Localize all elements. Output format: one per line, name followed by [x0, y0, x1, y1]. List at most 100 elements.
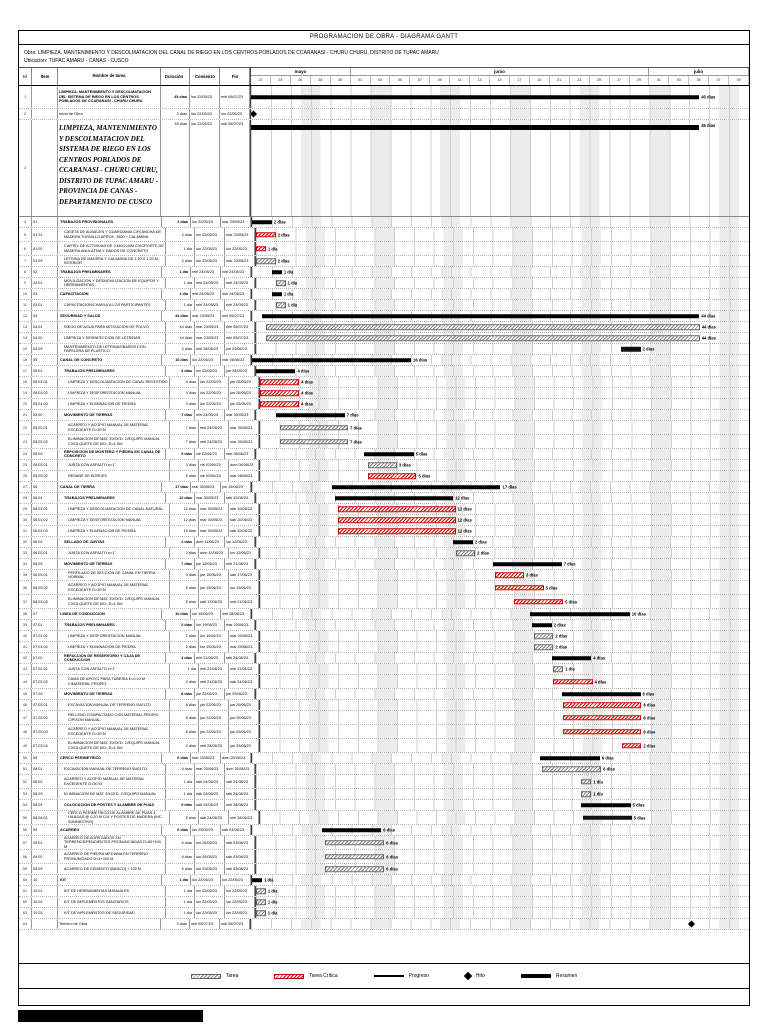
task-end: jue 25/05/23: [225, 366, 255, 376]
task-name: TRABAJOS PROVISIONALES: [58, 217, 162, 227]
task-end: mié 24/05/23: [221, 289, 251, 299]
task-start: lun 22/05/23: [195, 256, 225, 266]
gantt-bar-summary: [540, 756, 600, 760]
task-name: KIT: [58, 875, 162, 885]
task-start: jue 15/06/23: [199, 570, 229, 580]
task-start: lun 22/05/23: [190, 86, 220, 108]
task-duration: 1 día: [166, 789, 195, 799]
task-item: 09.03: [32, 864, 58, 874]
task-row: 17 05.01 TRABAJOS PRELIMINARES 4 días lun 22…: [19, 366, 749, 377]
task-name: LIMPIEZA Y ELIMINACION DE PIEDRA: [58, 526, 170, 536]
tick-label: 21: [550, 76, 570, 85]
task-name: SELLADO DE JUNTAS: [58, 537, 166, 547]
task-row: 7 01.03 LETRINA DE MADERA Y CALAMINA DE 1.…: [19, 256, 749, 267]
gantt-bar-summary: [334, 496, 454, 500]
task-id: 21: [19, 410, 32, 420]
task-start: sáb 24/06/23: [195, 789, 225, 799]
task-item: 06.01.02: [32, 515, 58, 525]
task-item: 05.02: [32, 410, 58, 420]
legend-label: Progreso: [408, 973, 429, 979]
task-name: LIMPIEZA Y DESCOLMATACION DE CANAL REVES…: [58, 377, 170, 387]
task-name: LINEA DE CONDUCCION: [58, 609, 162, 619]
task-row: 38 07 LINEA DE CONDUCCION 10 días lun 19/06/…: [19, 609, 749, 620]
gantt-bar-summary: [252, 878, 262, 882]
gantt-bar-critical: [260, 390, 300, 396]
legend-label: Hito: [475, 973, 485, 979]
gantt-chart-cell: 6 días: [255, 764, 749, 774]
bar-label: 6 días: [601, 755, 614, 761]
task-duration: 5 días: [166, 800, 195, 810]
task-name: CERCO PERIMETRICO DE ALAMBRE DE PUAS 4 H…: [58, 811, 170, 824]
bar-label: 2 días: [277, 258, 290, 264]
task-duration: 6 días: [162, 825, 191, 835]
gantt-chart-cell: 16 días: [251, 355, 749, 365]
task-start: vie 02/06/23: [195, 449, 225, 459]
bar-label: 7 días: [350, 425, 362, 430]
task-name: LIMPIEZA Y DESFORESTACION MANUAL: [58, 388, 170, 398]
task-id: 16: [19, 355, 32, 365]
task-row: 21 05.02 MOVIMIENTO DE TIERRAS 7 días mié 24…: [19, 410, 749, 421]
task-end: mar 06/06/23: [221, 355, 251, 365]
bar-label: 45 días: [701, 123, 716, 128]
task-id: 10: [19, 289, 32, 299]
bar-label: 1 día: [593, 779, 603, 784]
task-row: 63 10.03 KIT DE IMPLEMENTOS DE SEGURIDAD 1 …: [19, 908, 749, 919]
task-row: 50 08 CERCO PERIMETRICO 6 días mar 20/06/23 d…: [19, 753, 749, 764]
gantt-bar-critical: [494, 572, 525, 578]
task-id: 28: [19, 493, 32, 503]
task-id: 11: [19, 300, 32, 310]
task-start: dom 11/06/23: [199, 548, 229, 558]
task-start: jue 22/06/23: [195, 689, 225, 699]
task-start: mié 28/06/23: [199, 739, 229, 752]
bar-label: 6 días: [383, 827, 396, 833]
task-start: lun 22/05/23: [191, 217, 221, 227]
gantt-bar-gray: [455, 550, 476, 556]
task-item: 07.03.04: [32, 739, 58, 752]
task-end: mar 20/06/23: [225, 620, 255, 630]
bar-label: 2 días: [643, 743, 656, 748]
task-name: LIMPIEZA, MANTENIMIENTO Y DESCOLMATACIÓN…: [58, 86, 161, 108]
task-name: ACARREO Y ACOPIO MANUAL DE MATERIAL EXCE…: [58, 775, 166, 788]
task-id: 15: [19, 344, 32, 354]
task-name: ACARREO Y ACOPIO MANUAL DE MATERIAL EXCE…: [58, 725, 170, 738]
table-header: Id Item Nombre de tarea Duración Comienz…: [19, 68, 749, 86]
gantt-chart-cell: 8 días: [259, 700, 749, 710]
task-item: 07.01.02: [32, 642, 58, 652]
task-end: sáb 03/06/23: [225, 850, 255, 863]
task-end: mar 30/05/23: [229, 421, 259, 434]
task-id: 31: [19, 526, 32, 536]
task-id: 23: [19, 435, 32, 448]
task-item: [32, 919, 58, 929]
gantt-chart-cell: 10 días: [251, 609, 749, 619]
task-name: ACARREO DE PIEDRA MEDIANA EN TERRENO PRO…: [58, 850, 166, 863]
bar-label: 5 días: [565, 599, 578, 604]
task-name: KIT DE HERRAMIENTAS MANUALES: [58, 886, 166, 896]
task-duration: 5 días: [170, 811, 199, 824]
tick-label: 17: [510, 76, 530, 85]
task-id: 2: [19, 109, 32, 119]
gantt-bar-critical: [367, 473, 417, 479]
task-start: mar 30/05/23: [199, 526, 229, 536]
project-meta: Obra: LIMPIEZA, MANTENIMIENTO Y DESCOLMA…: [19, 45, 749, 67]
task-name: JUNTA CON ASFALTO e=1": [58, 460, 170, 470]
gantt-chart-cell: 6 días: [251, 825, 749, 835]
task-duration: 12 días: [170, 526, 199, 536]
col-header-duration: Duración: [161, 68, 190, 85]
legend-items: Tarea Tarea Crítica Progreso Hito Resumen: [190, 971, 577, 981]
task-id: 40: [19, 631, 32, 641]
col-header-start: Comienzo: [190, 68, 220, 85]
gantt-chart-cell: 2 días: [259, 739, 749, 752]
gantt-bar-gray: [581, 778, 592, 785]
gantt-bar-gray: [581, 791, 592, 797]
task-start: lun 22/05/23: [191, 875, 221, 885]
tick-label: 01: [649, 76, 670, 85]
task-item: 01: [32, 217, 58, 227]
task-end: dom 04/06/23: [229, 460, 259, 470]
gantt-chart-cell: 1 día: [259, 664, 749, 674]
task-name: ELIMINACION DE MAT. EXCED. C/EQUIPO MANU…: [58, 739, 170, 752]
task-end: jue 29/06/23: [229, 711, 259, 724]
month-row: mayo junio julio: [251, 68, 749, 76]
task-row: 62 10.02 KIT DE IMPLEMENTOS SANITARIOS 1 dí…: [19, 897, 749, 908]
task-end: jue 29/06/23: [229, 725, 259, 738]
task-duration: 6 días: [166, 836, 195, 849]
